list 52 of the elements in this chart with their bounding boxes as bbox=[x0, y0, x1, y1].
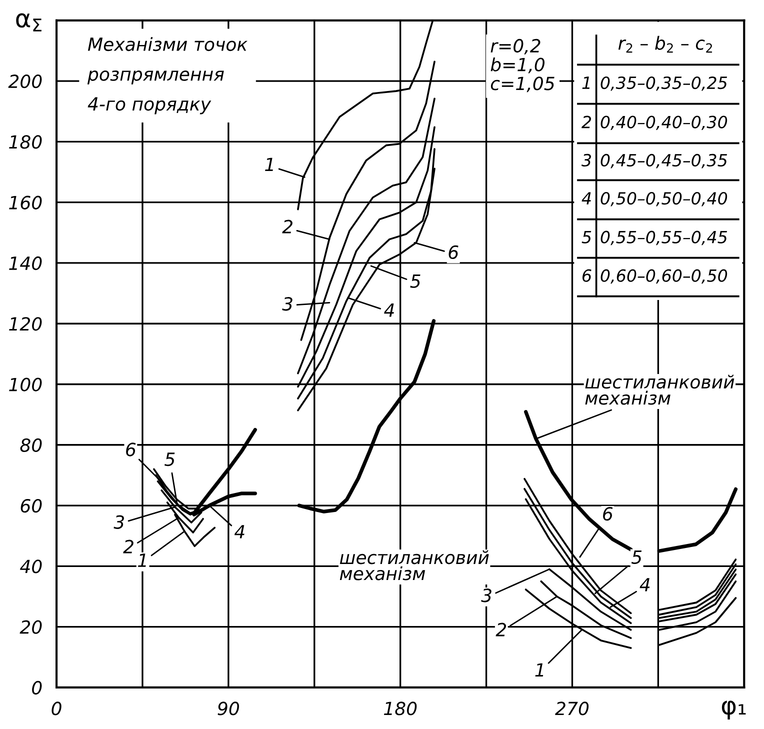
annotation: r=0,2 b=1,0 c=1,05 bbox=[490, 38, 554, 92]
annotation: 1 bbox=[265, 158, 273, 172]
x-tick-label: 0 bbox=[52, 702, 62, 716]
annotation: 2 bbox=[282, 220, 292, 234]
annotation: 1 bbox=[535, 663, 544, 676]
annotation: 2 bbox=[582, 116, 592, 128]
y-tick-label: 140 bbox=[9, 256, 42, 270]
annotation: 6 bbox=[448, 245, 458, 260]
annotation: r$_{2}$ – b$_{2}$ – c$_{2}$ bbox=[618, 36, 712, 53]
annotation: 2 bbox=[496, 622, 506, 636]
annotation: 4 bbox=[384, 304, 394, 317]
annotation: 1 bbox=[138, 554, 146, 567]
y-tick-label: 80 bbox=[20, 438, 42, 452]
annotation: 6 bbox=[582, 269, 592, 282]
annotation: 5 bbox=[410, 274, 420, 288]
x-tick-label: 90 bbox=[218, 702, 240, 716]
y-tick-label: 120 bbox=[9, 317, 42, 331]
y-tick-label: 0 bbox=[32, 680, 42, 695]
x-tick-label: 270 bbox=[555, 702, 589, 716]
annotation: 4 bbox=[234, 525, 244, 538]
annotation: 3 bbox=[481, 588, 492, 602]
y-tick-label: 160 bbox=[9, 196, 42, 210]
annotation: 0,40–0,40–0,30 bbox=[600, 116, 728, 130]
annotation: шестиланковий механізм bbox=[585, 374, 734, 405]
annotation: 0,45–0,45–0,35 bbox=[600, 154, 728, 168]
annotation: 6 bbox=[603, 506, 613, 521]
annotation: 5 bbox=[164, 452, 175, 466]
annotation: 3 bbox=[282, 297, 292, 311]
y-axis-title: α$_{Σ}$ bbox=[16, 13, 42, 32]
y-tick-label: 180 bbox=[9, 135, 42, 149]
annotation: 0,50–0,50–0,40 bbox=[600, 192, 728, 206]
annotation: 3 bbox=[581, 154, 591, 167]
annotation: 4 bbox=[582, 192, 591, 204]
x-axis-title: φ₁ bbox=[722, 700, 746, 720]
annotation: 5 bbox=[631, 550, 642, 564]
y-tick-label: 20 bbox=[20, 620, 42, 634]
annotation: 0,60–0,60–0,50 bbox=[600, 269, 728, 284]
annotation: 2 bbox=[123, 540, 134, 554]
annotation: 6 bbox=[126, 442, 136, 456]
y-tick-label: 40 bbox=[20, 560, 42, 574]
annotation: 1 bbox=[582, 76, 590, 89]
text: Механізми точок розпрямлення 4-го порядку bbox=[87, 37, 248, 114]
annotation: 0,35–0,35–0,25 bbox=[600, 76, 728, 91]
x-tick-label: 180 bbox=[384, 702, 417, 716]
annotation: 0,55–0,55–0,45 bbox=[600, 230, 728, 246]
y-tick-label: 60 bbox=[20, 498, 42, 513]
y-tick-label: 200 bbox=[8, 74, 42, 88]
y-tick-label: 100 bbox=[9, 378, 42, 392]
annotation: 5 bbox=[582, 231, 592, 244]
annotation: 4 bbox=[640, 578, 650, 592]
annotation: 3 bbox=[114, 515, 124, 529]
annotation: шестиланковий механізм bbox=[340, 550, 489, 580]
